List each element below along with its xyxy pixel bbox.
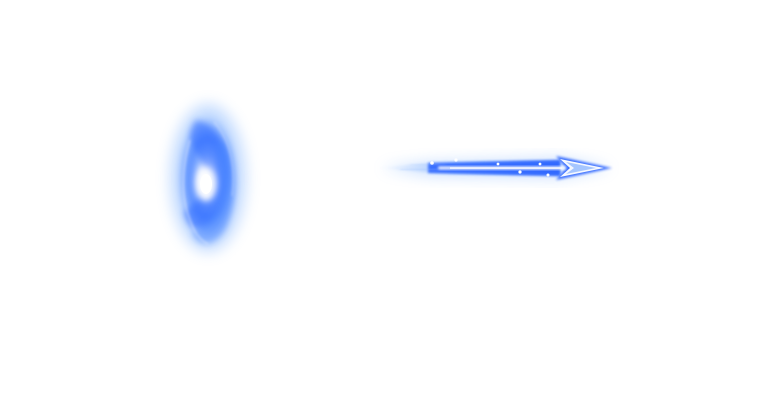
portal-ring-effect — [170, 104, 246, 252]
spark-icon — [454, 158, 458, 162]
spark-icon — [518, 170, 522, 174]
spark-icon — [538, 162, 542, 166]
energy-arrow-effect — [378, 156, 612, 180]
spark-icon — [430, 161, 434, 165]
spark-icon — [546, 173, 550, 177]
spark-icon — [496, 162, 500, 166]
